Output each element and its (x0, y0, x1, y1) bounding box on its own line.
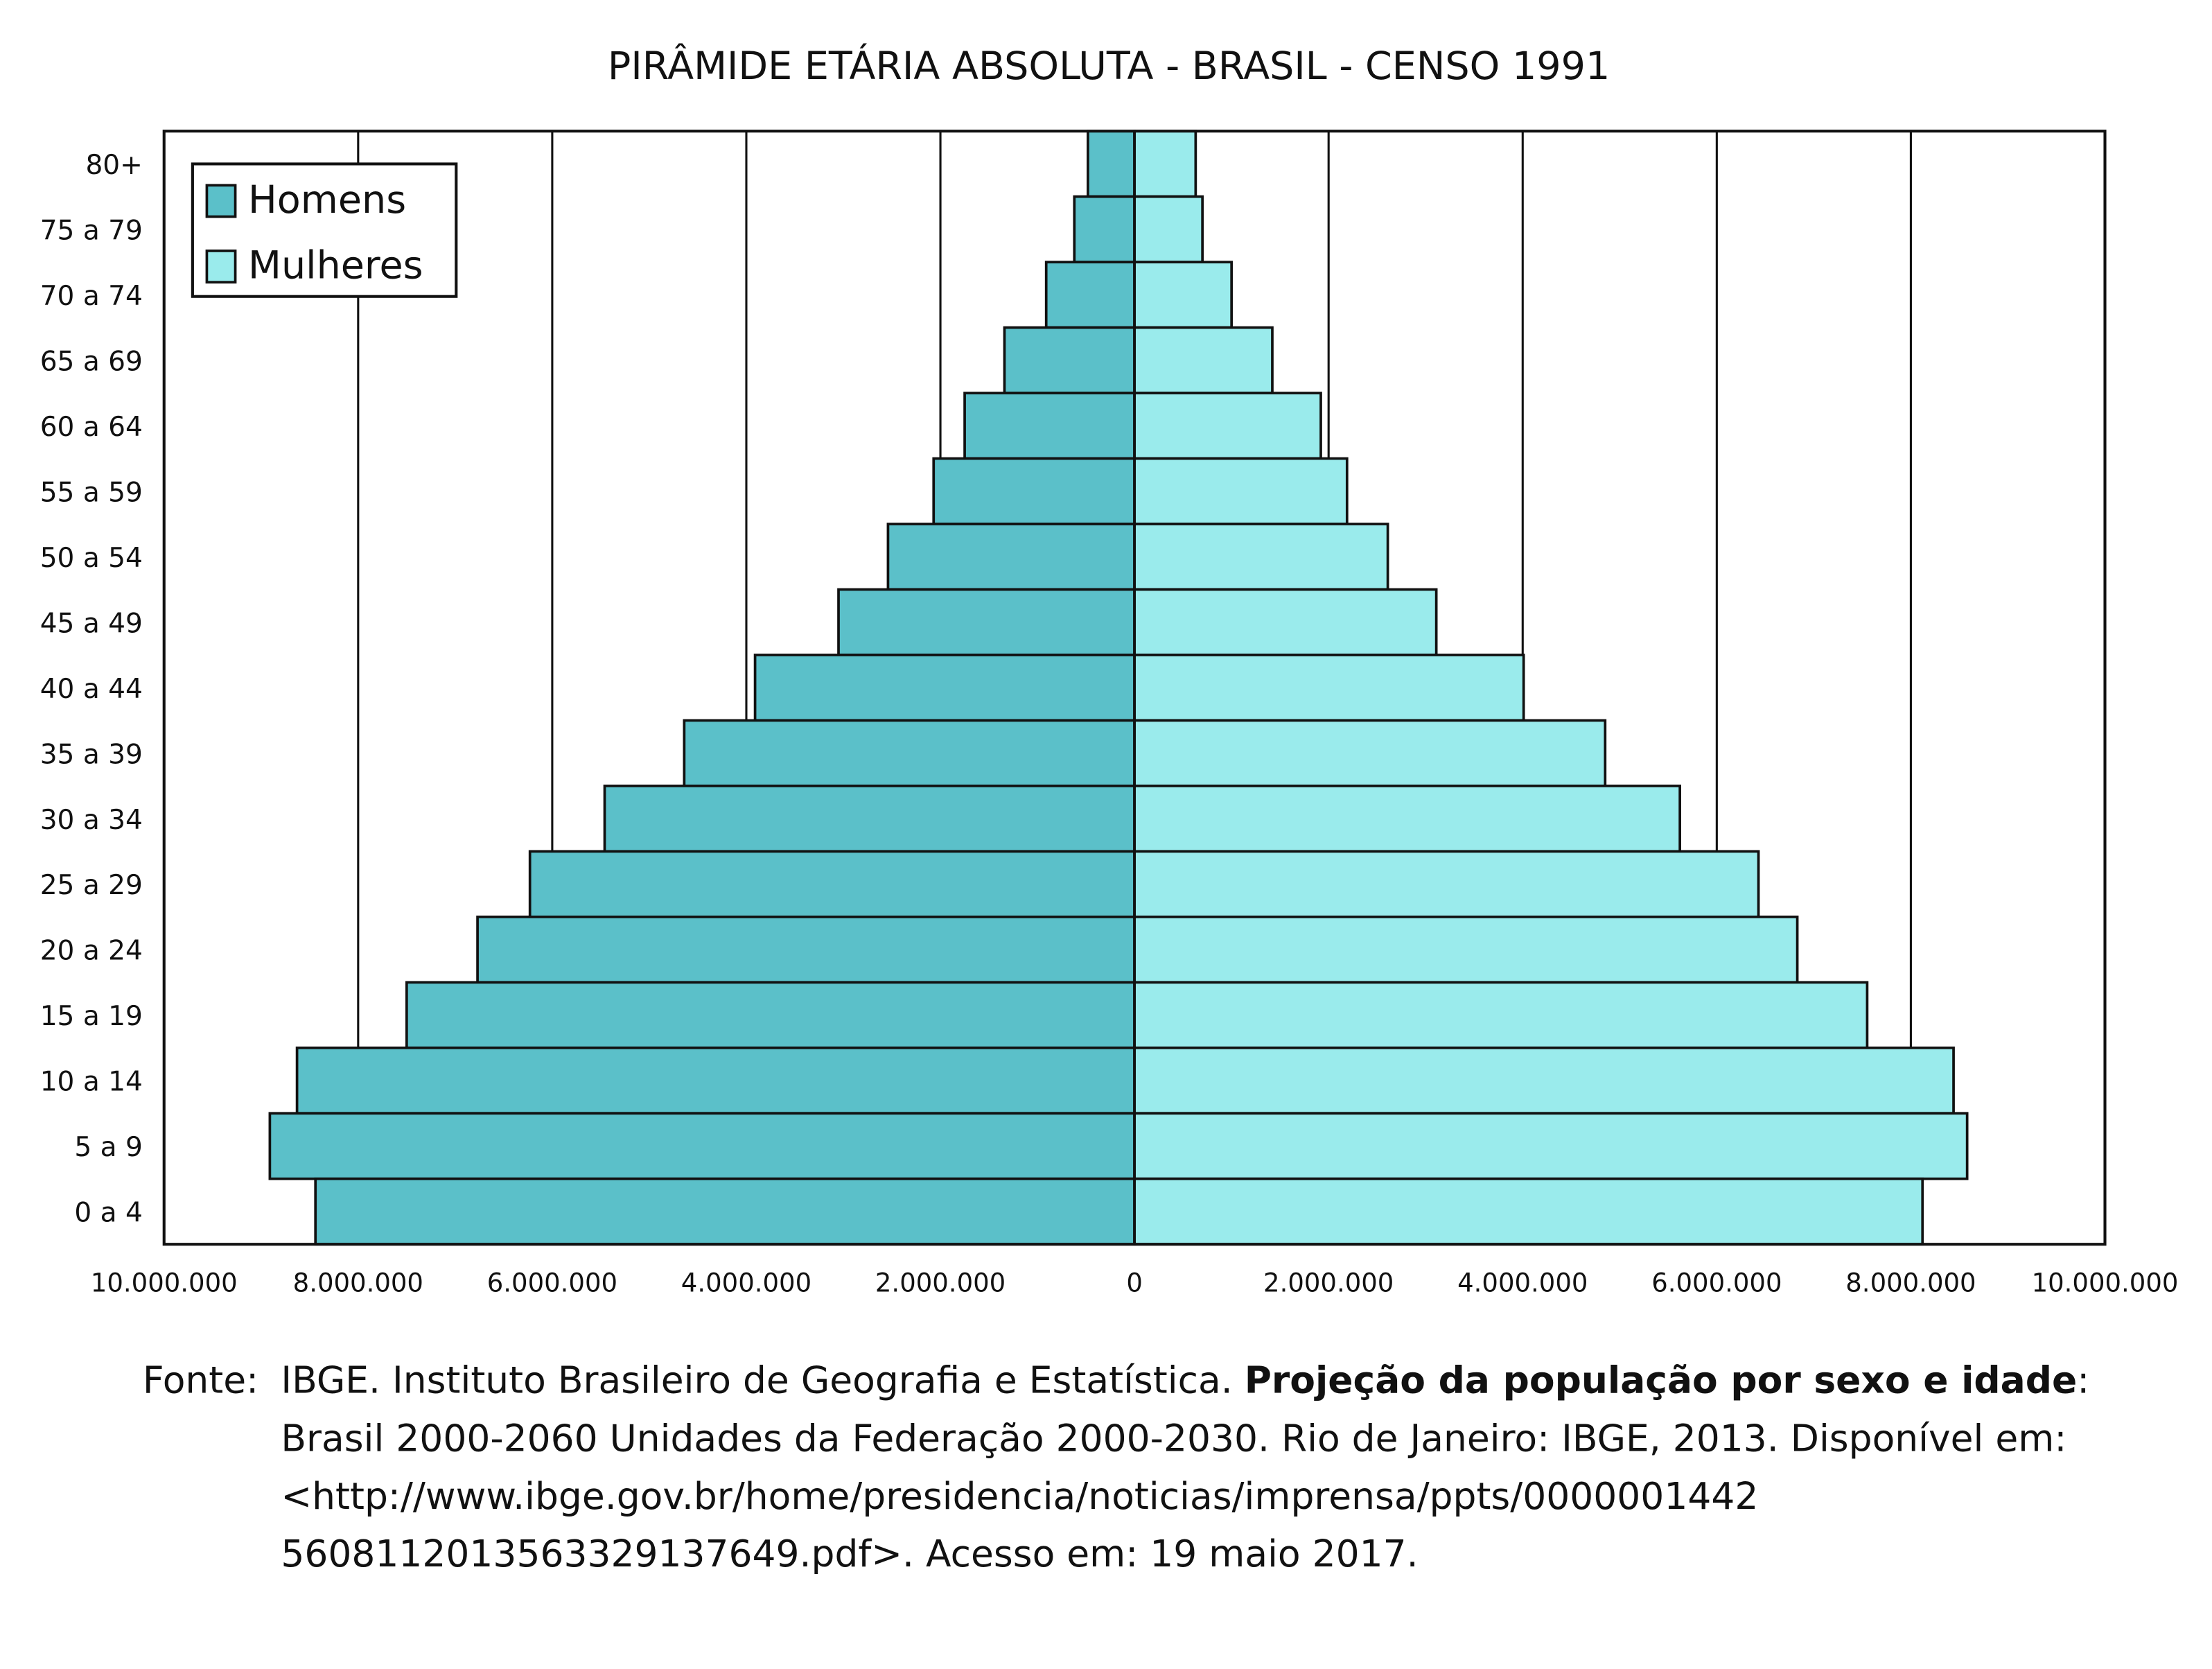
legend-swatch (205, 250, 237, 284)
y-tick-label: 20 a 24 (40, 936, 143, 967)
bar (1087, 130, 1136, 198)
x-tick-label: 6.000.000 (487, 1268, 617, 1297)
bar (1003, 326, 1136, 394)
bar (1133, 457, 1349, 525)
bar (1133, 654, 1525, 722)
bar (1133, 195, 1204, 263)
y-tick-label: 55 a 59 (40, 477, 143, 508)
x-tick-label: 2.000.000 (875, 1268, 1006, 1297)
bar (603, 785, 1136, 853)
legend-swatch (205, 184, 237, 218)
x-tick-label: 10.000.000 (2032, 1268, 2179, 1297)
x-tick-label: 4.000.000 (1457, 1268, 1588, 1297)
bar (1073, 195, 1136, 263)
source-text: : (2077, 1358, 2089, 1401)
bar (1133, 1112, 1969, 1180)
bar (1133, 261, 1234, 329)
source-text: Brasil 2000-2060 Unidades da Federação 2… (281, 1417, 2066, 1460)
bar (1133, 392, 1322, 460)
plot: 10.000.000 8.000.000 6.000.000 4.000.000 2.0… (40, 130, 2179, 1297)
bar (1133, 850, 1760, 918)
bar (314, 1177, 1136, 1246)
legend-label: Homens (248, 177, 406, 222)
y-tick-label: 70 a 74 (40, 281, 143, 312)
x-tick-label: 0 (1126, 1268, 1143, 1297)
bar (1133, 588, 1438, 656)
x-tick-label: 8.000.000 (293, 1268, 423, 1297)
y-tick-label: 15 a 19 (40, 1001, 143, 1032)
source-line: IBGE. Instituto Brasileiro de Geografia … (281, 1358, 2089, 1401)
bar (1133, 1177, 1924, 1246)
bar (963, 392, 1136, 460)
bar (683, 719, 1136, 787)
x-tick-label: 2.000.000 (1263, 1268, 1394, 1297)
y-tick-label: 50 a 54 (40, 543, 143, 574)
chart-title: PIRÂMIDE ETÁRIA ABSOLUTA - BRASIL - CENS… (608, 44, 1610, 89)
y-tick-label: 5 a 9 (74, 1132, 142, 1163)
source-label: Fonte: (143, 1358, 258, 1401)
bar (1133, 1046, 1955, 1115)
y-tick-label: 25 a 29 (40, 870, 143, 901)
source-title: Projeção da população por sexo e idade (1245, 1358, 2078, 1401)
y-tick-label: 10 a 14 (40, 1067, 143, 1098)
bar (295, 1046, 1136, 1115)
bar (268, 1112, 1136, 1180)
bar (405, 981, 1136, 1049)
y-tick-label: 0 a 4 (74, 1198, 142, 1229)
bar (1133, 523, 1389, 591)
legend-label: Mulheres (248, 243, 423, 288)
y-tick-label: 45 a 49 (40, 608, 143, 639)
y-tick-label: 40 a 44 (40, 674, 143, 705)
bar (932, 457, 1136, 525)
y-tick-label: 30 a 34 (40, 805, 143, 836)
bar (1133, 915, 1799, 984)
bar (837, 588, 1136, 656)
bar (528, 850, 1136, 918)
x-tick-label: 8.000.000 (1845, 1268, 1976, 1297)
bar (1133, 326, 1274, 394)
y-tick-label: 65 a 69 (40, 346, 143, 377)
bar (1044, 261, 1136, 329)
bar (1133, 981, 1869, 1049)
bar (1133, 130, 1197, 198)
source-text: 5608112013563329137649.pdf>. Acesso em: … (281, 1532, 1418, 1575)
x-tick-label: 6.000.000 (1651, 1268, 1782, 1297)
y-tick-label: 60 a 64 (40, 412, 143, 443)
source-text: IBGE. Instituto Brasileiro de Geografia … (281, 1358, 1244, 1401)
source-text: <http://www.ibge.gov.br/home/presidencia… (281, 1474, 1758, 1518)
bar (1133, 785, 1681, 853)
bar (476, 915, 1136, 984)
x-tick-label: 10.000.000 (91, 1268, 238, 1297)
plot-frame (162, 130, 2107, 1246)
y-tick-label: 80+ (85, 150, 142, 181)
x-tick-label: 4.000.000 (681, 1268, 811, 1297)
bar (886, 523, 1136, 591)
y-tick-label: 35 a 39 (40, 739, 143, 770)
bar (753, 654, 1136, 722)
y-tick-label: 75 a 79 (40, 216, 143, 247)
bar (1133, 719, 1607, 787)
